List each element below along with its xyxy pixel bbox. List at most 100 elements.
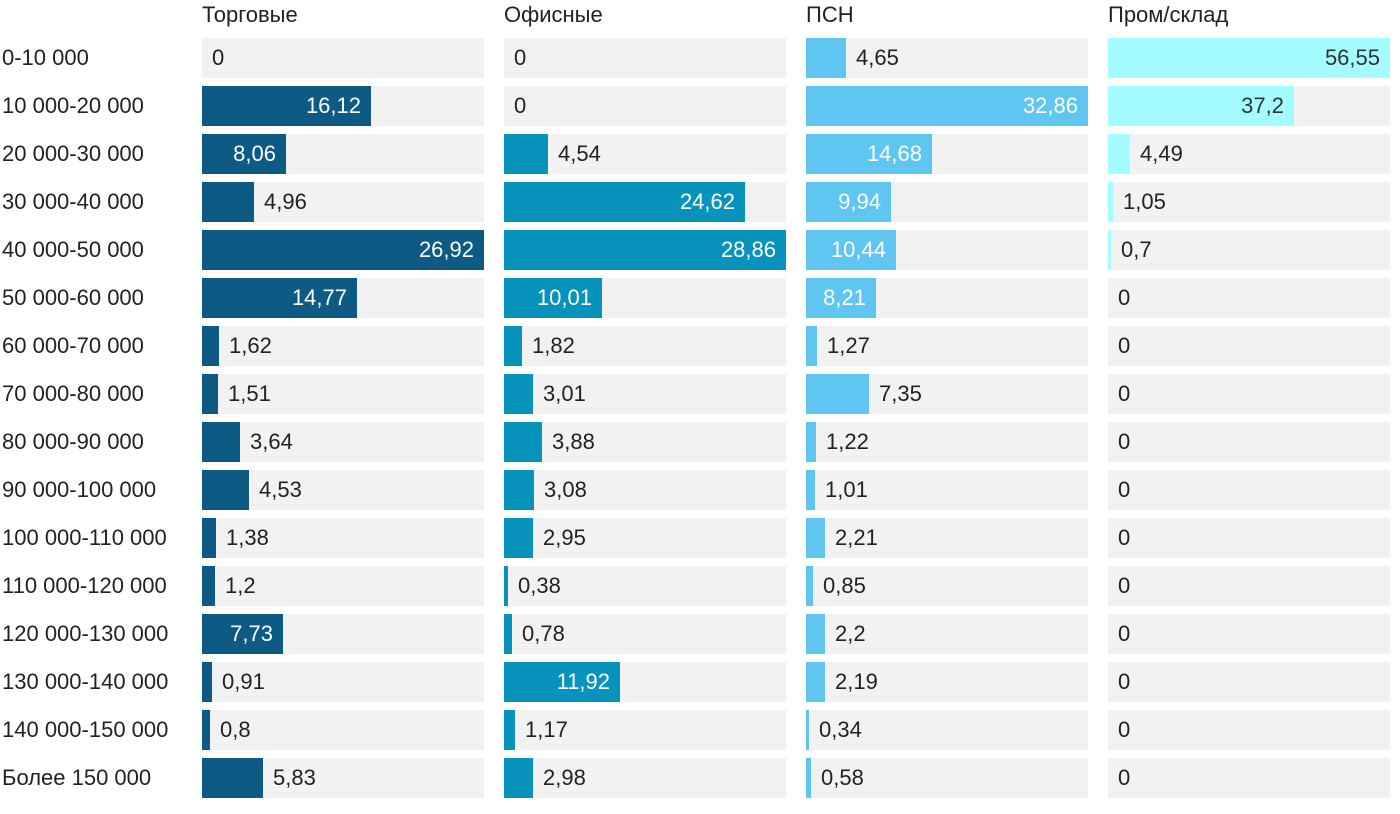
- category-label: 140 000-150 000: [2, 717, 169, 742]
- bar-track: 0: [1108, 662, 1390, 702]
- bar-track: 4,65: [806, 38, 1088, 78]
- bar: [806, 566, 813, 606]
- category-label: 50 000-60 000: [2, 285, 144, 310]
- category-label: 10 000-20 000: [2, 93, 144, 118]
- bar: [504, 182, 745, 222]
- bar: [1108, 86, 1294, 126]
- category-label: 130 000-140 000: [2, 669, 169, 694]
- bar-track: 4,54: [504, 134, 786, 174]
- bar: [806, 422, 816, 462]
- category-label: 70 000-80 000: [2, 381, 144, 406]
- bar: [504, 374, 533, 414]
- bar: [1108, 134, 1130, 174]
- bar-track: 16,12: [202, 86, 484, 126]
- bar-track: 2,98: [504, 758, 786, 798]
- bar-track: 3,08: [504, 470, 786, 510]
- category-label: Более 150 000: [2, 765, 152, 790]
- bar-track: 1,62: [202, 326, 484, 366]
- bar-track: 28,86: [504, 230, 786, 270]
- bar: [504, 422, 542, 462]
- category-label: 40 000-50 000: [2, 237, 144, 262]
- data-label: 1,62: [229, 333, 272, 358]
- bar-track: 7,35: [806, 374, 1088, 414]
- bar-track: 3,64: [202, 422, 484, 462]
- bar: [202, 230, 484, 270]
- bar-track: 4,96: [202, 182, 484, 222]
- data-label: 1,27: [827, 333, 870, 358]
- bar-track: 2,2: [806, 614, 1088, 654]
- data-label: 0: [1118, 333, 1131, 358]
- bar-track: 0: [1108, 710, 1390, 750]
- data-label: 1,51: [228, 381, 271, 406]
- bar: [504, 134, 548, 174]
- bar: [806, 230, 896, 270]
- bar-track: 14,68: [806, 134, 1088, 174]
- bar-track: 0,7: [1108, 230, 1390, 270]
- data-label: 7,35: [879, 381, 922, 406]
- data-label: 14,77: [291, 285, 347, 310]
- category-label: 30 000-40 000: [2, 189, 144, 214]
- series-title: Торговые: [202, 2, 298, 27]
- data-label: 7,73: [230, 621, 273, 646]
- data-label: 4,54: [558, 141, 601, 166]
- data-label: 4,96: [264, 189, 307, 214]
- bar: [1108, 230, 1111, 270]
- bar: [806, 710, 809, 750]
- bar-track: 24,62: [504, 182, 786, 222]
- category-label: 100 000-110 000: [2, 525, 167, 550]
- data-label: 1,2: [225, 573, 256, 598]
- bar-track: 32,86: [806, 86, 1088, 126]
- bar: [1108, 182, 1113, 222]
- bar: [202, 326, 219, 366]
- bar-track: 1,82: [504, 326, 786, 366]
- bar-track: 1,05: [1108, 182, 1390, 222]
- bar: [504, 710, 515, 750]
- bar-track: 8,21: [806, 278, 1088, 318]
- series-title: Пром/склад: [1108, 2, 1229, 27]
- data-label: 56,55: [1324, 45, 1380, 70]
- bar-track: 5,83: [202, 758, 484, 798]
- data-label: 0: [1118, 669, 1131, 694]
- bar: [202, 470, 249, 510]
- bar: [806, 518, 825, 558]
- data-label: 0,91: [222, 669, 265, 694]
- data-label: 0: [514, 93, 527, 118]
- data-label: 5,83: [273, 765, 316, 790]
- data-label: 0: [1118, 285, 1131, 310]
- bar-track: 1,2: [202, 566, 484, 606]
- data-label: 0,38: [518, 573, 561, 598]
- bar-track: 0: [1108, 470, 1390, 510]
- data-label: 26,92: [418, 237, 474, 262]
- data-label: 0: [1118, 429, 1131, 454]
- data-label: 0: [1118, 717, 1131, 742]
- bar: [202, 182, 254, 222]
- data-label: 0: [1118, 765, 1131, 790]
- bar: [806, 614, 825, 654]
- category-label: 90 000-100 000: [2, 477, 157, 502]
- data-label: 16,12: [305, 93, 361, 118]
- bar: [806, 374, 869, 414]
- data-label: 2,95: [543, 525, 586, 550]
- bar: [806, 326, 817, 366]
- bar-track: 0,34: [806, 710, 1088, 750]
- data-label: 2,98: [543, 765, 586, 790]
- series-title: Офисные: [504, 2, 603, 27]
- bar-track: 0,91: [202, 662, 484, 702]
- bar: [504, 662, 620, 702]
- bar-track: 10,01: [504, 278, 786, 318]
- bar-track: 0: [504, 38, 786, 78]
- bar-track: 10,44: [806, 230, 1088, 270]
- bar-track: 26,92: [202, 230, 484, 270]
- data-label: 0,85: [823, 573, 866, 598]
- bar: [504, 758, 533, 798]
- bar: [504, 278, 602, 318]
- bar-track: 1,27: [806, 326, 1088, 366]
- bar-track: 2,19: [806, 662, 1088, 702]
- bar: [806, 38, 846, 78]
- bar: [202, 422, 240, 462]
- bar-track: 8,06: [202, 134, 484, 174]
- bar: [202, 134, 286, 174]
- bar: [806, 86, 1088, 126]
- data-label: 3,08: [544, 477, 587, 502]
- bar-track: 4,53: [202, 470, 484, 510]
